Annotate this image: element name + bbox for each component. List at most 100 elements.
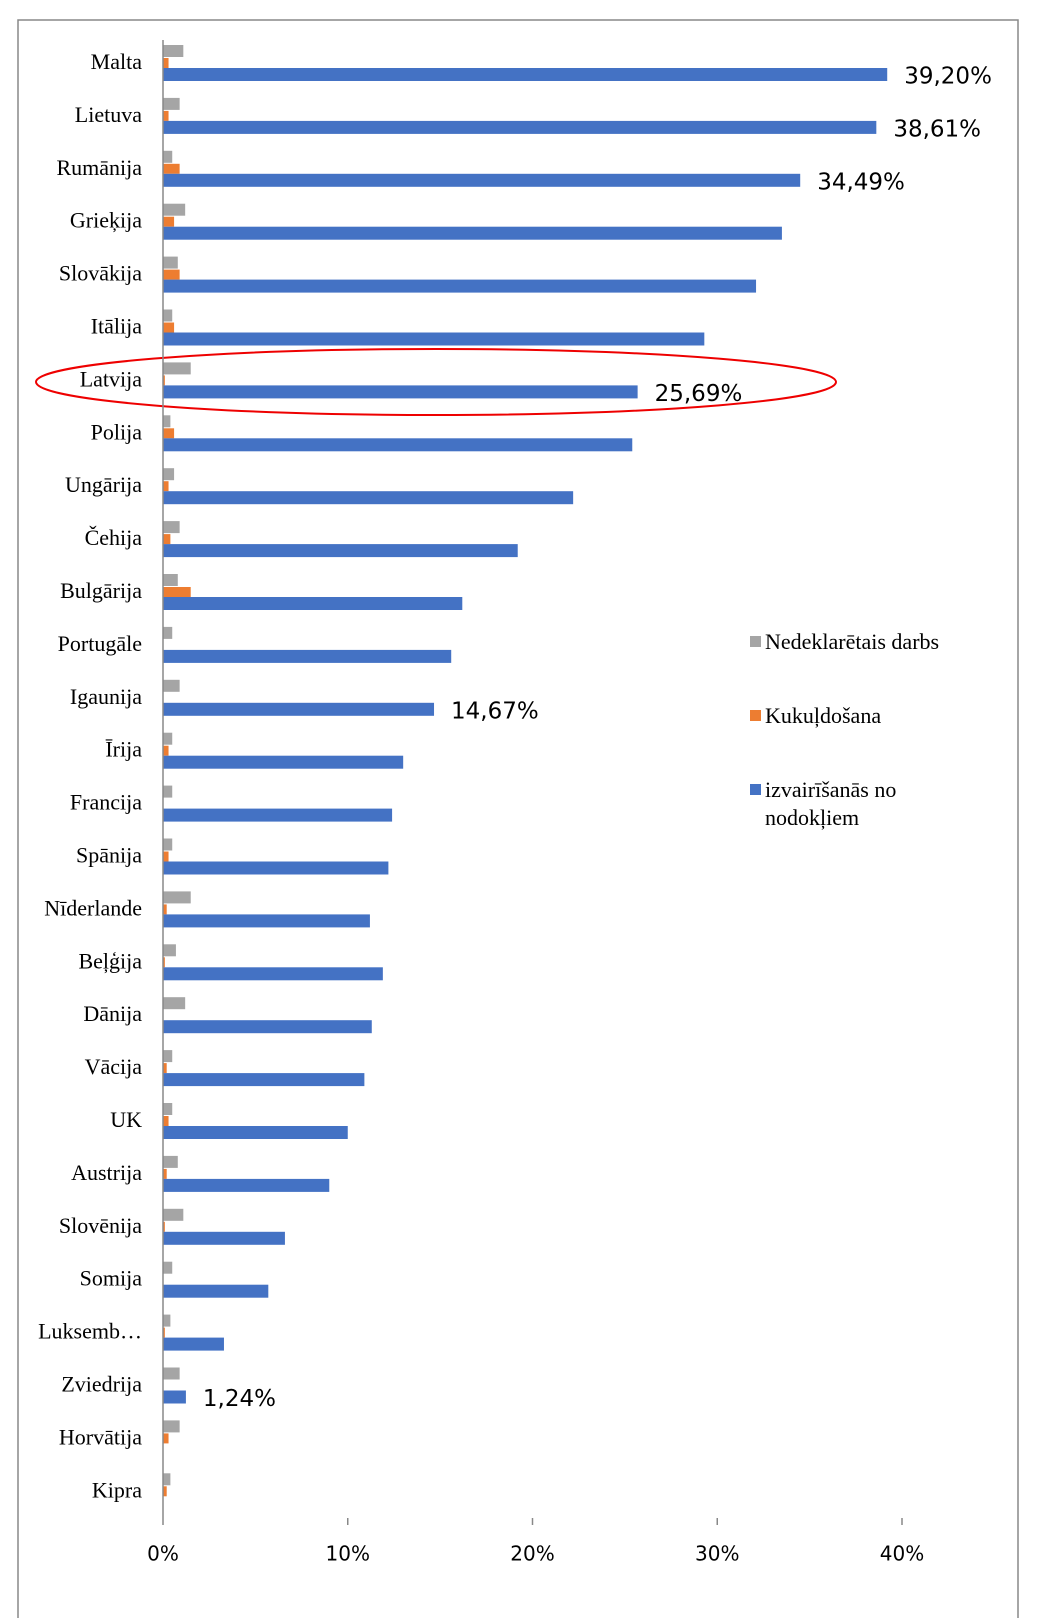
y-tick-label: Lietuva — [75, 102, 142, 127]
bar — [163, 58, 169, 68]
bar — [163, 163, 180, 174]
legend-item: izvairīšanās no nodokļiem — [750, 776, 1025, 832]
y-tick-label: Austrija — [71, 1160, 142, 1185]
bar — [163, 1178, 330, 1192]
x-tick-label: 40% — [880, 1542, 924, 1566]
bar — [163, 279, 757, 293]
bar — [163, 216, 175, 227]
bar — [163, 428, 175, 439]
value-label: 39,20% — [904, 64, 992, 90]
bar — [163, 332, 705, 346]
bar — [163, 745, 169, 756]
bar — [163, 1050, 173, 1063]
x-tick-label: 0% — [147, 1542, 179, 1566]
highlight-ellipse — [35, 348, 837, 416]
bar — [163, 574, 178, 586]
bar — [163, 1327, 165, 1338]
bar — [163, 587, 191, 597]
bar — [163, 967, 383, 981]
bar — [163, 1063, 167, 1074]
y-tick-label: Beļģija — [78, 948, 142, 973]
bar — [163, 1020, 372, 1034]
y-tick-label: Latvija — [80, 366, 143, 391]
y-tick-label: Slovēnija — [59, 1213, 142, 1238]
bar — [163, 491, 574, 505]
bar — [163, 256, 178, 269]
y-tick-label: Zviedrija — [61, 1372, 142, 1397]
bar — [163, 1073, 365, 1087]
y-tick-label: UK — [110, 1107, 142, 1132]
bar — [163, 838, 173, 851]
y-tick-label: Slovākija — [59, 261, 142, 286]
bar — [163, 226, 782, 240]
bar — [163, 534, 171, 545]
legend: Nedeklarētais darbs Kukuļdošana izvairīšan… — [750, 628, 1025, 878]
legend-label: Nedeklarētais darbs — [765, 629, 940, 654]
bar — [163, 808, 393, 822]
y-tick-label: Malta — [91, 49, 143, 74]
y-tick-label: Somija — [80, 1266, 143, 1291]
y-tick-label: Portugāle — [58, 631, 142, 656]
bar — [163, 1473, 171, 1486]
bar — [163, 1284, 269, 1298]
bar — [163, 110, 169, 121]
bar — [163, 68, 888, 81]
y-tick-label: Luksemb… — [38, 1319, 142, 1344]
y-tick-label: Itālija — [91, 314, 143, 339]
y-tick-label: Rumānija — [56, 155, 142, 180]
bar — [163, 626, 173, 639]
bar — [163, 203, 186, 216]
bar — [163, 785, 173, 798]
bar — [163, 1231, 285, 1245]
bar — [163, 1337, 224, 1351]
bar — [163, 891, 191, 904]
bar — [163, 1221, 165, 1232]
legend-item: Nedeklarētais darbs — [750, 628, 1025, 656]
legend-label: Kukuļdošana — [765, 703, 882, 728]
bar — [163, 851, 169, 862]
legend-swatch — [750, 710, 761, 721]
y-tick-label: Bulgārija — [60, 578, 142, 603]
y-tick-label: Horvātija — [59, 1424, 142, 1449]
bar — [163, 385, 638, 399]
bar — [163, 45, 184, 57]
bar — [163, 997, 186, 1010]
x-tick-label: 20% — [510, 1542, 554, 1566]
y-tick-label: Īrija — [105, 737, 142, 762]
value-label: 1,24% — [203, 1386, 276, 1412]
bar — [163, 1126, 348, 1139]
bar — [163, 944, 176, 957]
bar — [163, 904, 167, 915]
bar — [163, 322, 175, 333]
bar — [163, 1103, 173, 1115]
bar — [163, 1390, 186, 1404]
bar — [163, 1420, 180, 1433]
bar — [163, 120, 877, 134]
y-tick-label: Ungārija — [65, 472, 142, 497]
bar — [163, 861, 389, 875]
bar — [163, 1433, 169, 1444]
legend-item: Kukuļdošana — [750, 702, 1025, 730]
y-tick-label: Igaunija — [70, 684, 142, 709]
value-label: 34,49% — [817, 169, 905, 195]
y-tick-label: Dānija — [83, 1001, 142, 1026]
bar — [163, 1116, 169, 1126]
bar — [163, 914, 370, 928]
bar — [163, 97, 180, 110]
bar — [163, 1168, 167, 1179]
bar — [163, 309, 173, 322]
y-tick-label: Kipra — [92, 1477, 142, 1502]
bar — [163, 269, 180, 280]
bar — [163, 755, 404, 769]
bar — [163, 649, 452, 663]
value-label: 38,61% — [893, 116, 981, 142]
y-tick-label: Nīderlande — [44, 895, 142, 920]
bar — [163, 415, 171, 428]
bar — [163, 521, 180, 534]
chart-frame — [17, 19, 1019, 1618]
bar — [163, 702, 435, 716]
y-tick-label: Grieķija — [70, 208, 142, 233]
bar — [163, 732, 173, 745]
